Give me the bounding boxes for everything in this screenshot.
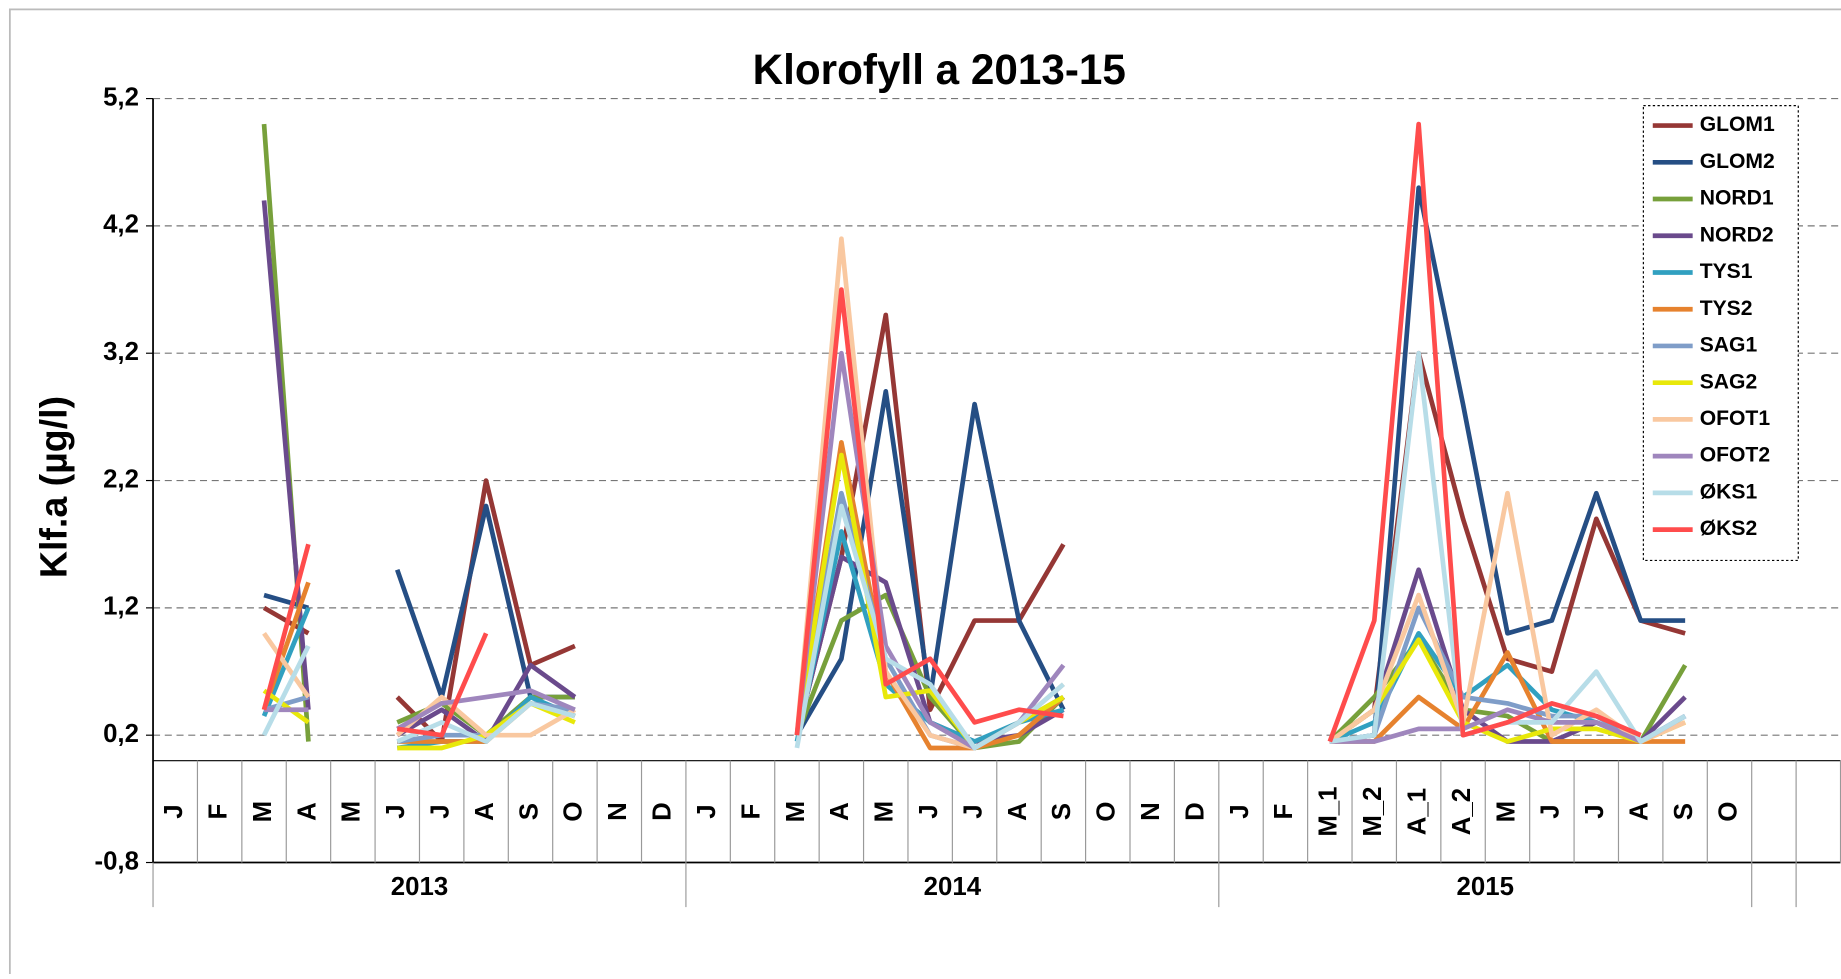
x-tick-label: A [293, 802, 321, 821]
legend-label: TYS2 [1700, 297, 1753, 320]
legend-label: NORD1 [1700, 187, 1774, 210]
legend-label: OFOT1 [1700, 407, 1771, 430]
x-tick-label: J [1226, 804, 1254, 818]
y-tick-label: 1,2 [103, 593, 139, 621]
legend-label: SAG2 [1700, 370, 1757, 393]
x-tick-label: M_2 [1359, 786, 1387, 836]
series-line [262, 236, 1687, 751]
x-tick-label: F [1270, 804, 1298, 820]
x-tick-label: O [560, 802, 588, 822]
x-tick-label: O [1714, 802, 1742, 822]
chart-title: Klorofyll a 2013-15 [753, 46, 1126, 93]
x-tick-label: J [1537, 804, 1565, 818]
x-tick-label: J [693, 804, 721, 818]
chart-frame [8, 8, 1841, 979]
x-tick-label: A [1625, 802, 1653, 821]
x-tick-label: M [249, 801, 277, 823]
x-tick-label: M_1 [1315, 786, 1343, 836]
x-tick-label: J [1581, 804, 1609, 818]
y-tick-label: 4,2 [103, 211, 139, 239]
x-tick-label: D [1181, 802, 1209, 821]
series-line [261, 350, 1687, 751]
x-tick-label: S [515, 803, 543, 820]
legend-label: OFOT2 [1700, 444, 1770, 467]
series-line [263, 185, 1686, 744]
x-tick-label: M [871, 801, 899, 823]
x-tick-label: J [160, 804, 188, 818]
series-line [264, 350, 1687, 751]
legend-label: ØKS2 [1700, 517, 1757, 540]
x-tick-label: M [1492, 801, 1520, 823]
x-tick-label: J [915, 804, 943, 818]
legend-box [1642, 105, 1799, 562]
x-tick-label: M [338, 801, 366, 823]
x-tick-label: A [826, 802, 854, 821]
x-tick-label: A_1 [1403, 788, 1431, 835]
x-tick-label: F [737, 804, 765, 820]
x-tick-label: M [782, 801, 810, 823]
y-tick-label: 2,2 [103, 465, 139, 493]
legend-label: ØKS1 [1700, 480, 1758, 503]
x-tick-label: A [1004, 802, 1032, 821]
x-tick-label: A [471, 802, 499, 821]
legend-label: GLOM2 [1700, 150, 1775, 173]
series-line [261, 121, 1642, 743]
y-tick-label: 0,2 [103, 720, 139, 748]
legend-label: TYS1 [1700, 260, 1753, 283]
legend-label: SAG1 [1700, 334, 1758, 357]
y-tick-label: 3,2 [103, 338, 139, 366]
group-label: 2014 [924, 873, 982, 901]
x-tick-label: A_2 [1448, 788, 1476, 835]
legend-label: NORD2 [1700, 223, 1774, 246]
x-tick-label: N [604, 802, 632, 821]
x-tick-label: O [1093, 802, 1121, 822]
x-tick-label: J [959, 804, 987, 818]
x-tick-label: S [1048, 803, 1076, 820]
group-label: 2015 [1457, 873, 1514, 901]
x-tick-label: F [204, 804, 232, 820]
y-tick-label: -0,8 [94, 847, 138, 875]
x-tick-label: J [382, 804, 410, 818]
y-axis-label: Klf.a (µg/l) [33, 396, 75, 578]
y-tick-label: 5,2 [103, 83, 139, 111]
x-tick-label: N [1137, 802, 1165, 821]
x-tick-label: J [426, 804, 454, 818]
x-tick-label: D [649, 802, 677, 821]
group-label: 2013 [391, 873, 448, 901]
legend-label: GLOM1 [1700, 113, 1775, 136]
x-tick-label: S [1670, 803, 1698, 820]
